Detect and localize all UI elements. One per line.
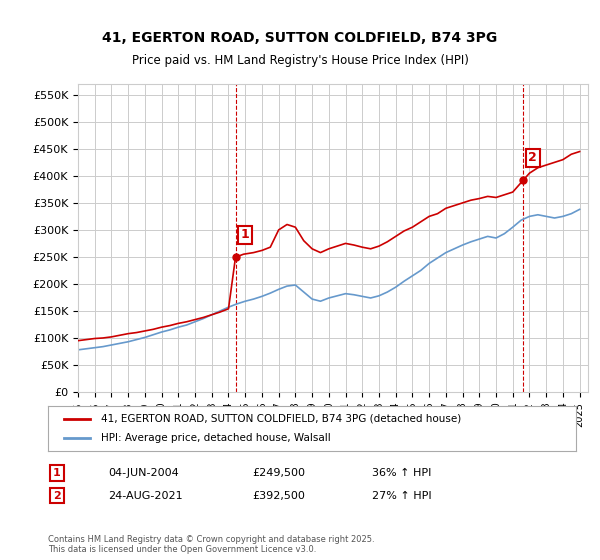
- Text: 2: 2: [529, 151, 537, 164]
- Text: 24-AUG-2021: 24-AUG-2021: [108, 491, 182, 501]
- Text: Price paid vs. HM Land Registry's House Price Index (HPI): Price paid vs. HM Land Registry's House …: [131, 54, 469, 67]
- Text: 36% ↑ HPI: 36% ↑ HPI: [372, 468, 431, 478]
- Text: 27% ↑ HPI: 27% ↑ HPI: [372, 491, 431, 501]
- Text: 1: 1: [241, 228, 249, 241]
- Text: 41, EGERTON ROAD, SUTTON COLDFIELD, B74 3PG: 41, EGERTON ROAD, SUTTON COLDFIELD, B74 …: [103, 31, 497, 45]
- Text: £249,500: £249,500: [252, 468, 305, 478]
- Text: £392,500: £392,500: [252, 491, 305, 501]
- Text: HPI: Average price, detached house, Walsall: HPI: Average price, detached house, Wals…: [101, 433, 331, 444]
- Text: Contains HM Land Registry data © Crown copyright and database right 2025.
This d: Contains HM Land Registry data © Crown c…: [48, 535, 374, 554]
- Text: 2: 2: [53, 491, 61, 501]
- Text: 1: 1: [53, 468, 61, 478]
- Text: 04-JUN-2004: 04-JUN-2004: [108, 468, 179, 478]
- Text: 41, EGERTON ROAD, SUTTON COLDFIELD, B74 3PG (detached house): 41, EGERTON ROAD, SUTTON COLDFIELD, B74 …: [101, 413, 461, 423]
